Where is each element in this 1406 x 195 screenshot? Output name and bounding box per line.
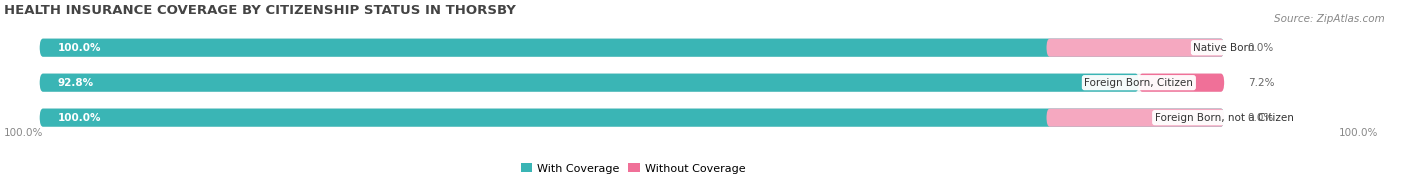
FancyBboxPatch shape	[39, 39, 1225, 57]
Text: 100.0%: 100.0%	[4, 128, 44, 138]
FancyBboxPatch shape	[39, 74, 1225, 92]
FancyBboxPatch shape	[39, 74, 1139, 92]
FancyBboxPatch shape	[1046, 39, 1225, 57]
FancyBboxPatch shape	[39, 109, 1225, 127]
FancyBboxPatch shape	[39, 109, 1225, 127]
FancyBboxPatch shape	[1139, 74, 1225, 92]
Text: 100.0%: 100.0%	[58, 113, 101, 123]
Text: Foreign Born, not a Citizen: Foreign Born, not a Citizen	[1154, 113, 1294, 123]
Text: 100.0%: 100.0%	[1339, 128, 1378, 138]
Text: 0.0%: 0.0%	[1249, 113, 1274, 123]
Text: Native Born: Native Born	[1194, 43, 1254, 53]
FancyBboxPatch shape	[39, 39, 1225, 57]
Legend: With Coverage, Without Coverage: With Coverage, Without Coverage	[516, 159, 751, 178]
Text: Source: ZipAtlas.com: Source: ZipAtlas.com	[1274, 14, 1385, 24]
Text: 7.2%: 7.2%	[1249, 78, 1274, 88]
Text: Foreign Born, Citizen: Foreign Born, Citizen	[1084, 78, 1194, 88]
Text: 0.0%: 0.0%	[1249, 43, 1274, 53]
FancyBboxPatch shape	[1046, 109, 1225, 127]
Text: HEALTH INSURANCE COVERAGE BY CITIZENSHIP STATUS IN THORSBY: HEALTH INSURANCE COVERAGE BY CITIZENSHIP…	[4, 4, 516, 17]
Text: 92.8%: 92.8%	[58, 78, 94, 88]
Text: 100.0%: 100.0%	[58, 43, 101, 53]
